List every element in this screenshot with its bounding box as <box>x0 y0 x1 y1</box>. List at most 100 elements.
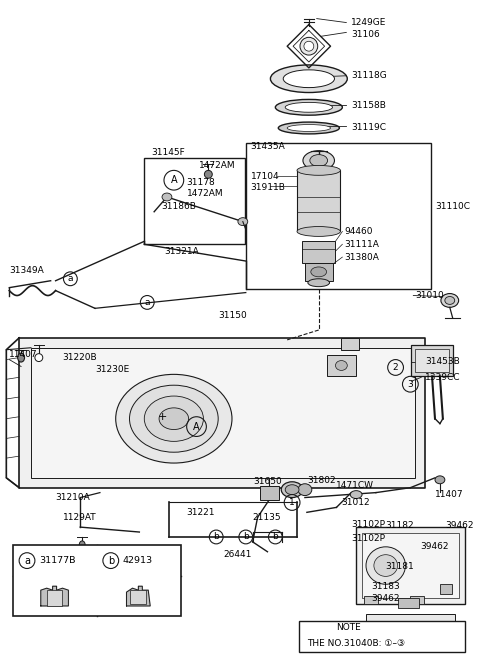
Bar <box>302 242 336 263</box>
Text: 31321A: 31321A <box>164 247 199 256</box>
Ellipse shape <box>18 353 24 362</box>
Bar <box>13 545 181 616</box>
Ellipse shape <box>285 103 333 113</box>
Bar <box>356 527 465 604</box>
Text: 31802: 31802 <box>307 476 336 485</box>
Ellipse shape <box>435 476 445 484</box>
Ellipse shape <box>441 293 459 307</box>
Bar <box>415 349 449 373</box>
Bar <box>31 348 415 478</box>
Text: 11407: 11407 <box>435 490 464 499</box>
Text: a: a <box>24 555 30 565</box>
Ellipse shape <box>297 166 340 175</box>
Text: 31102P: 31102P <box>351 520 385 529</box>
Text: b: b <box>213 532 219 542</box>
Text: 31012: 31012 <box>341 498 370 507</box>
Bar <box>440 585 452 594</box>
Text: 1129AT: 1129AT <box>62 513 96 522</box>
Text: b: b <box>243 532 249 542</box>
Bar <box>341 338 359 350</box>
Ellipse shape <box>300 37 318 55</box>
Ellipse shape <box>287 124 331 132</box>
Text: NOTE: NOTE <box>336 623 360 632</box>
Bar <box>326 355 356 376</box>
Bar <box>299 621 465 652</box>
Text: 1249GE: 1249GE <box>351 18 386 27</box>
Text: 3: 3 <box>408 380 413 389</box>
Bar <box>131 591 146 604</box>
Ellipse shape <box>350 491 362 498</box>
Text: 21135: 21135 <box>252 513 281 522</box>
Bar <box>144 158 245 244</box>
Text: 94460: 94460 <box>344 227 373 236</box>
Text: 31119C: 31119C <box>351 122 386 132</box>
Ellipse shape <box>308 279 330 287</box>
Bar <box>297 170 340 232</box>
Text: 31118G: 31118G <box>351 71 387 80</box>
Ellipse shape <box>285 485 299 495</box>
Ellipse shape <box>159 408 189 430</box>
Ellipse shape <box>310 155 327 166</box>
Bar <box>305 263 333 281</box>
Polygon shape <box>127 587 150 606</box>
Ellipse shape <box>303 151 335 170</box>
Text: THE NO.31040B: ①–③: THE NO.31040B: ①–③ <box>307 639 405 648</box>
Ellipse shape <box>276 99 342 115</box>
Bar <box>366 614 455 636</box>
Ellipse shape <box>336 361 348 371</box>
Text: A: A <box>170 175 177 185</box>
Ellipse shape <box>116 374 232 463</box>
Bar <box>260 486 279 500</box>
Bar <box>246 143 431 289</box>
Text: 31230E: 31230E <box>95 365 129 374</box>
Text: 31178: 31178 <box>187 177 216 187</box>
Text: 1339CC: 1339CC <box>425 373 461 382</box>
Ellipse shape <box>311 267 326 277</box>
Text: b: b <box>273 532 278 542</box>
Bar <box>362 533 459 598</box>
Ellipse shape <box>374 555 397 577</box>
Text: 39462: 39462 <box>445 520 473 530</box>
Bar <box>47 591 62 606</box>
Text: 31453B: 31453B <box>425 357 460 366</box>
Text: a: a <box>68 274 73 283</box>
Ellipse shape <box>283 70 335 87</box>
Text: A: A <box>193 422 200 432</box>
Text: 26441: 26441 <box>223 550 252 559</box>
Text: 2: 2 <box>393 363 398 372</box>
Text: 39462: 39462 <box>420 542 449 551</box>
Ellipse shape <box>162 193 172 201</box>
Text: 31102P: 31102P <box>351 534 385 544</box>
Text: 17104: 17104 <box>251 171 279 181</box>
Ellipse shape <box>298 484 312 496</box>
Text: 31380A: 31380A <box>344 253 379 261</box>
Text: 31177B: 31177B <box>39 556 75 565</box>
Ellipse shape <box>366 547 406 585</box>
Text: 31010: 31010 <box>415 291 444 300</box>
Text: 31349A: 31349A <box>9 266 44 275</box>
Polygon shape <box>19 338 425 488</box>
Text: 31435A: 31435A <box>251 142 286 151</box>
Bar <box>397 598 419 608</box>
Ellipse shape <box>445 297 455 305</box>
Text: 31183: 31183 <box>371 582 400 591</box>
Text: 31650: 31650 <box>253 477 282 487</box>
Text: 42913: 42913 <box>122 556 153 565</box>
Text: 31220B: 31220B <box>62 353 97 362</box>
Text: 31111A: 31111A <box>344 240 379 249</box>
Polygon shape <box>41 587 69 606</box>
Text: 31210A: 31210A <box>56 493 90 502</box>
Text: 1472AM: 1472AM <box>187 189 223 197</box>
Ellipse shape <box>35 354 43 361</box>
Text: 39462: 39462 <box>371 594 399 602</box>
Text: 1471CW: 1471CW <box>336 481 374 491</box>
Ellipse shape <box>281 482 303 498</box>
Text: +: + <box>157 412 167 422</box>
Bar <box>410 596 424 604</box>
Text: 31221: 31221 <box>187 508 215 517</box>
Text: 31110C: 31110C <box>435 203 470 211</box>
Bar <box>364 596 378 604</box>
Text: 31158B: 31158B <box>351 101 386 110</box>
Text: 31911B: 31911B <box>251 183 286 191</box>
Ellipse shape <box>270 65 348 93</box>
